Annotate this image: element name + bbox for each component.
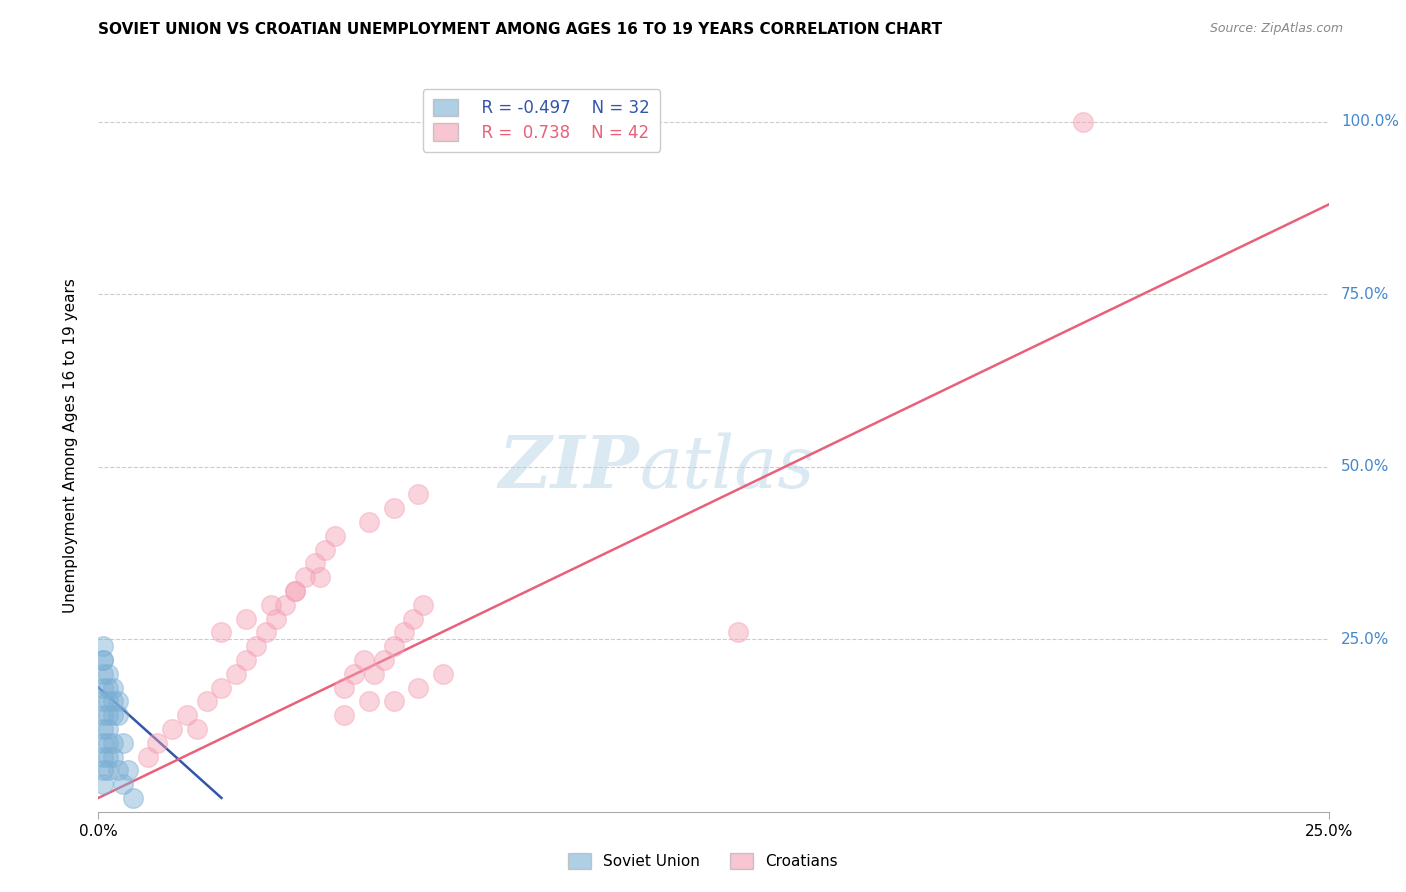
Point (309, 570, 332, 584)
Legend: Soviet Union, Croatians: Soviet Union, Croatians (562, 847, 844, 875)
Point (225, 666, 247, 681)
Point (254, 625, 277, 640)
Point (112, 736, 135, 750)
Point (235, 611, 257, 625)
Point (146, 736, 169, 750)
Point (284, 583, 307, 598)
Point (264, 611, 287, 625)
Point (122, 791, 145, 805)
Point (323, 529, 346, 543)
Text: ZIP: ZIP (499, 433, 640, 503)
Point (97, 722, 120, 736)
Point (408, 681, 430, 695)
Point (727, 625, 749, 640)
Point (93, 666, 115, 681)
Y-axis label: Unemployment Among Ages 16 to 19 years: Unemployment Among Ages 16 to 19 years (63, 278, 77, 614)
Point (93, 749, 115, 764)
Point (195, 694, 218, 708)
Legend:   R = -0.497    N = 32,   R =  0.738    N = 42: R = -0.497 N = 32, R = 0.738 N = 42 (423, 88, 659, 152)
Text: Source: ZipAtlas.com: Source: ZipAtlas.com (1209, 22, 1343, 36)
Text: 100.0%: 100.0% (1341, 114, 1399, 129)
Point (97, 749, 120, 764)
Point (93, 681, 115, 695)
Point (93, 777, 115, 791)
Point (314, 542, 336, 557)
Point (235, 653, 257, 667)
Point (117, 764, 139, 778)
Point (97, 708, 120, 723)
Point (343, 666, 366, 681)
Text: 75.0%: 75.0% (1341, 286, 1389, 301)
Point (284, 583, 307, 598)
Point (363, 666, 385, 681)
Point (333, 708, 356, 723)
Text: 50.0%: 50.0% (1341, 459, 1389, 475)
Point (107, 764, 129, 778)
Point (112, 777, 135, 791)
Point (245, 639, 267, 653)
Point (176, 708, 198, 723)
Point (103, 694, 125, 708)
Point (412, 598, 434, 612)
Point (359, 515, 381, 529)
Point (93, 722, 115, 736)
Point (274, 598, 297, 612)
Point (211, 681, 233, 695)
Text: 25.0%: 25.0% (1341, 632, 1389, 647)
Point (402, 611, 425, 625)
Point (103, 708, 125, 723)
Point (103, 736, 125, 750)
Point (162, 722, 183, 736)
Point (97, 681, 120, 695)
Point (382, 639, 405, 653)
Point (93, 764, 115, 778)
Point (359, 694, 381, 708)
Point (103, 749, 125, 764)
Point (304, 557, 326, 571)
Text: atlas: atlas (640, 433, 815, 503)
Point (93, 639, 115, 653)
Point (93, 736, 115, 750)
Point (373, 653, 395, 667)
Point (408, 487, 430, 501)
Point (186, 722, 208, 736)
Point (107, 708, 129, 723)
Point (382, 694, 405, 708)
Point (1071, 114, 1094, 128)
Point (97, 666, 120, 681)
Point (392, 625, 415, 640)
Point (97, 764, 120, 778)
Point (97, 736, 120, 750)
Point (353, 653, 375, 667)
Point (333, 681, 356, 695)
Text: SOVIET UNION VS CROATIAN UNEMPLOYMENT AMONG AGES 16 TO 19 YEARS CORRELATION CHAR: SOVIET UNION VS CROATIAN UNEMPLOYMENT AM… (98, 22, 942, 37)
Point (432, 666, 454, 681)
Point (97, 694, 120, 708)
Point (93, 708, 115, 723)
Point (260, 598, 283, 612)
Point (93, 694, 115, 708)
Point (382, 501, 405, 516)
Point (107, 694, 129, 708)
Point (93, 653, 115, 667)
Point (103, 681, 125, 695)
Point (294, 570, 316, 584)
Point (211, 625, 233, 640)
Point (136, 749, 159, 764)
Point (93, 653, 115, 667)
